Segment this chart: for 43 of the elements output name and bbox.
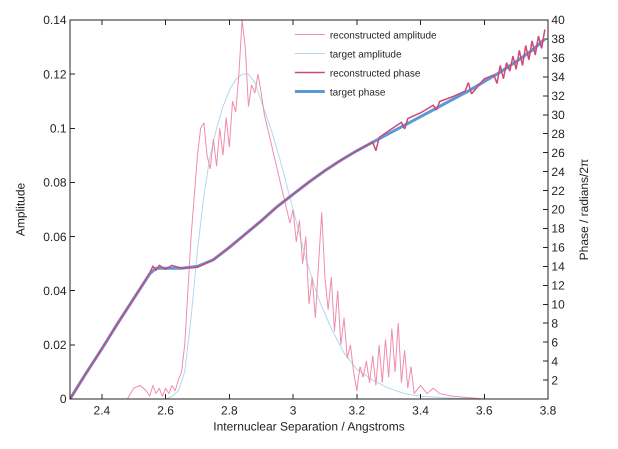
legend-label: reconstructed phase — [330, 68, 421, 80]
x-tick-label: 3.6 — [476, 403, 493, 418]
y2-tick-label: 2 — [551, 373, 558, 388]
y-tick-label: 0 — [60, 392, 67, 406]
y2-tick-label: 24 — [551, 164, 566, 179]
y2-tick-label: 4 — [551, 354, 558, 368]
y-tick-label: 0.04 — [43, 284, 67, 298]
legend-label: reconstructed amplitude — [330, 30, 437, 42]
x-tick-label: 3.4 — [412, 403, 430, 418]
y2-tick-label: 14 — [551, 260, 566, 274]
y2-tick-label: 20 — [551, 202, 566, 217]
y2-tick-label: 34 — [551, 70, 566, 84]
y2-tick-label: 22 — [551, 184, 566, 198]
x-tick-label: 2.4 — [94, 403, 111, 418]
y2-tick-label: 38 — [551, 32, 566, 46]
x-tick-label: 2.8 — [220, 403, 238, 418]
legend-label: target phase — [330, 87, 386, 98]
y-tick-label: 0.08 — [43, 176, 67, 190]
x-tick-label: 3.8 — [540, 403, 557, 418]
y2-tick-label: 16 — [551, 240, 566, 255]
y2-tick-label: 28 — [551, 126, 566, 141]
y-tick-label: 0.12 — [43, 67, 67, 82]
y2-axis-title: Phase / radians/2π — [576, 158, 591, 260]
x-tick-label: 3.2 — [348, 403, 366, 418]
y-axis-title: Amplitude — [14, 182, 28, 236]
y-tick-label: 0.06 — [43, 230, 67, 244]
y2-tick-label: 36 — [551, 51, 566, 66]
y-tick-label: 0.1 — [50, 121, 67, 136]
y2-tick-label: 12 — [551, 278, 566, 292]
y2-tick-label: 40 — [551, 13, 566, 28]
y2-tick-label: 10 — [551, 297, 566, 312]
y-tick-label: 0.02 — [43, 338, 67, 352]
y2-tick-label: 26 — [551, 146, 566, 160]
y2-tick-label: 32 — [551, 89, 566, 103]
y2-tick-label: 8 — [551, 316, 558, 330]
y-tick-label: 0.14 — [43, 13, 67, 28]
y2-tick-label: 18 — [551, 222, 566, 236]
x-axis-title: Internuclear Separation / Angstroms — [213, 419, 405, 434]
y2-tick-label: 30 — [551, 108, 566, 122]
legend-label: target amplitude — [330, 49, 402, 60]
x-tick-label: 2.6 — [157, 403, 174, 418]
x-tick-label: 3 — [290, 403, 297, 418]
y2-tick-label: 6 — [551, 335, 558, 350]
